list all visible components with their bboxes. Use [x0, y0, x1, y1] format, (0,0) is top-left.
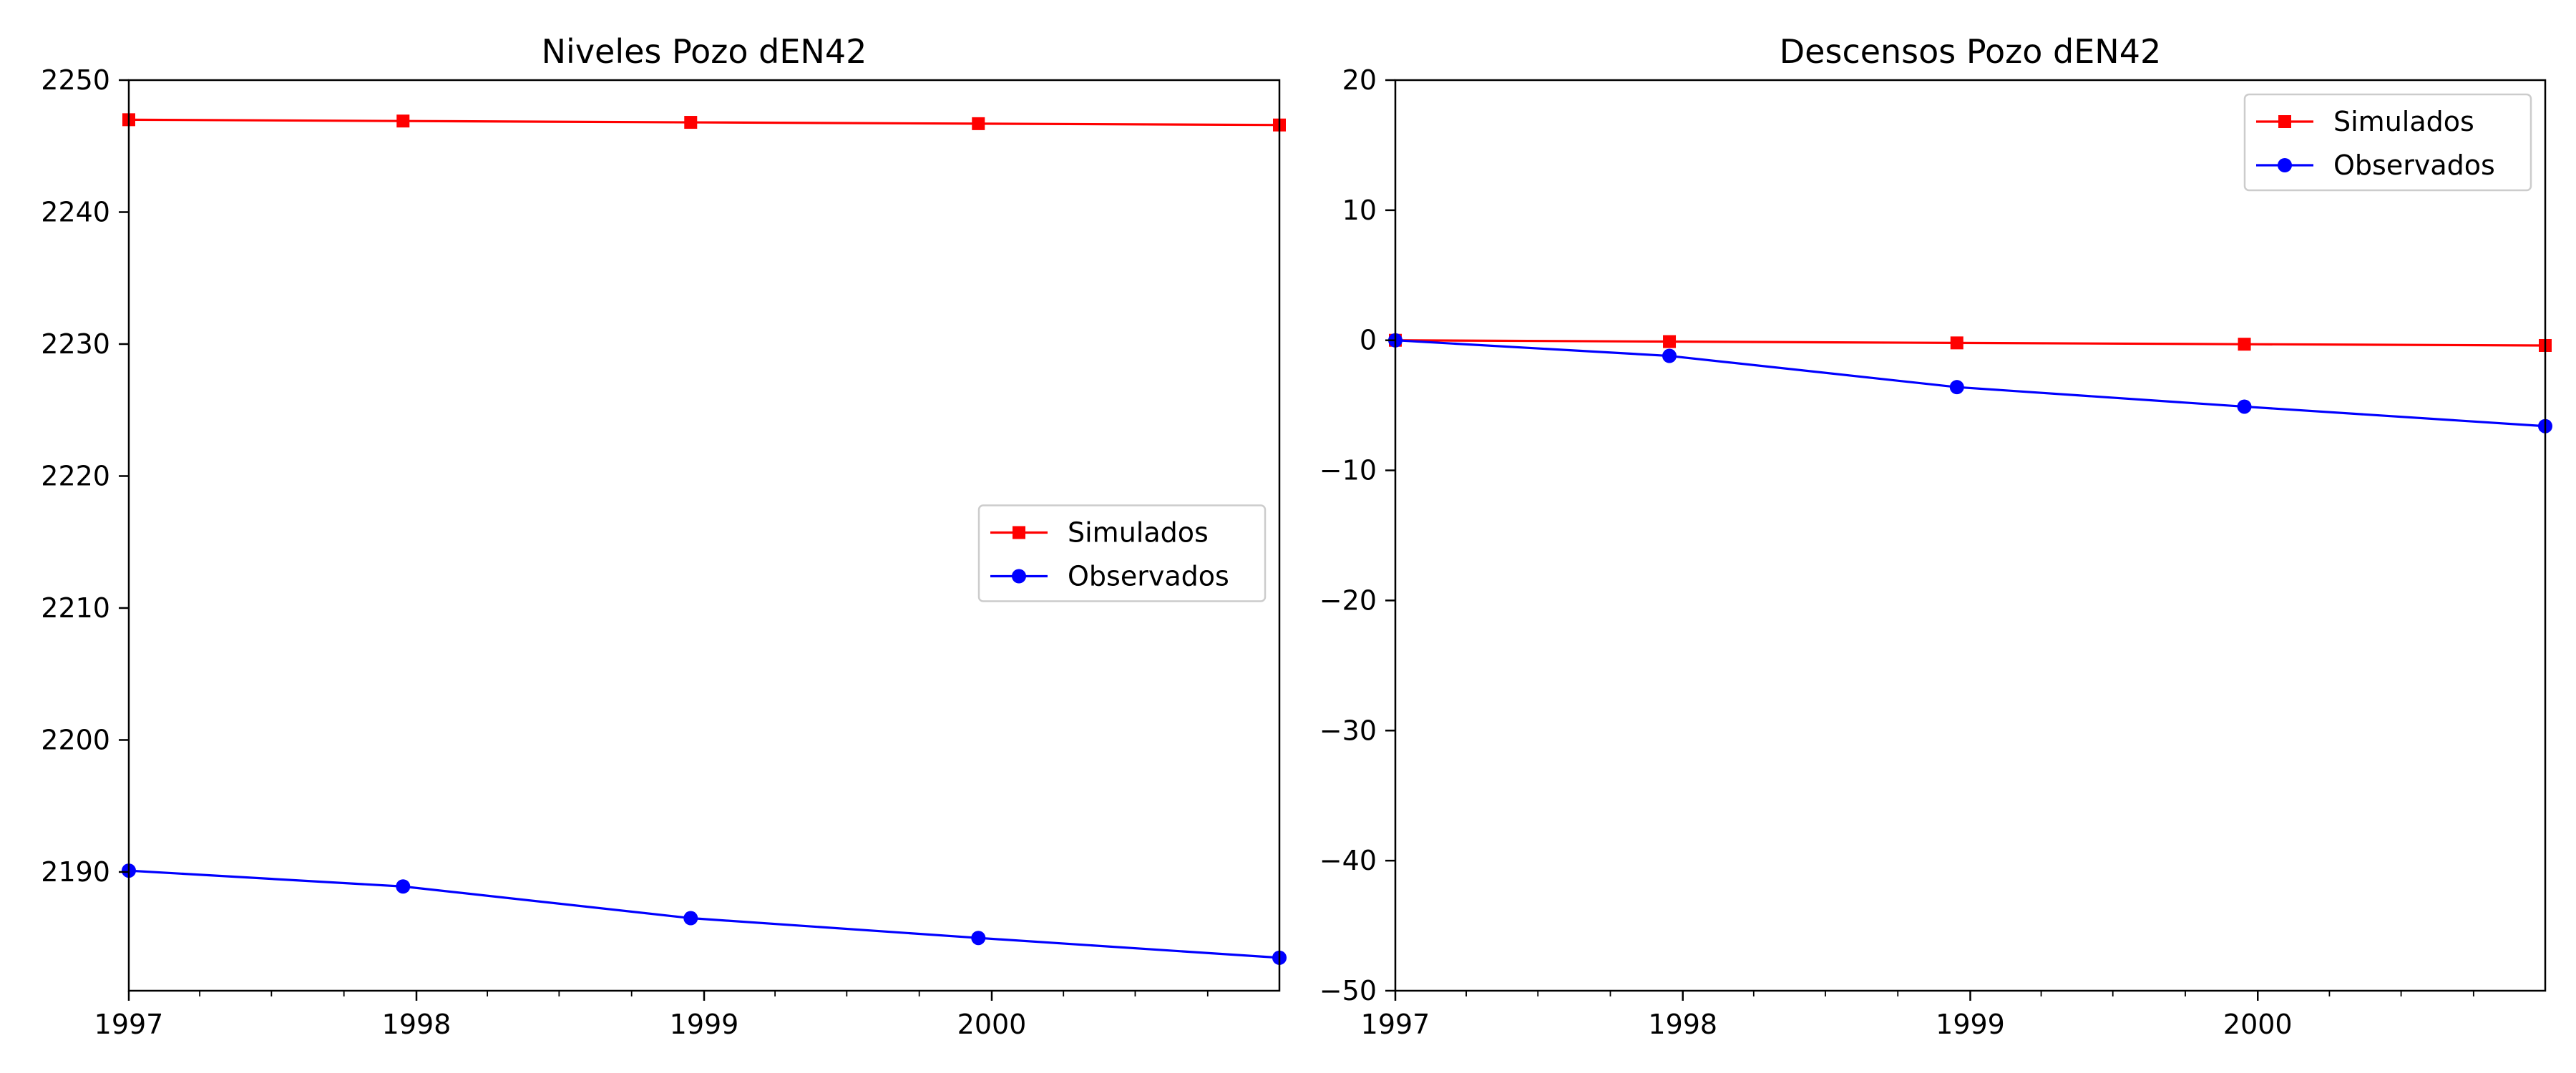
y-tick-label: 2190 [41, 856, 110, 888]
y-tick-label: −20 [1319, 584, 1377, 616]
chart-title: Niveles Pozo dEN42 [542, 32, 867, 71]
legend-marker [2278, 158, 2292, 172]
data-point [684, 116, 698, 129]
series-simulados [122, 113, 1286, 132]
legend-marker [1013, 526, 1025, 539]
y-tick-label: 20 [1342, 64, 1377, 96]
data-point [1662, 348, 1677, 363]
data-point [971, 931, 986, 946]
y-tick-label: 2210 [41, 592, 110, 624]
y-tick-label: 10 [1342, 195, 1377, 226]
y-tick-label: −50 [1319, 975, 1377, 1006]
legend-label: Simulados [2333, 106, 2474, 137]
x-tick-label: 2000 [2223, 1009, 2293, 1040]
y-tick-label: −30 [1319, 715, 1377, 746]
legend: Simulados Observados [2243, 93, 2532, 192]
x-tick-label: 2000 [957, 1009, 1027, 1040]
y-tick-label: −40 [1319, 845, 1377, 876]
data-point [396, 879, 411, 894]
y-tick-label: 2250 [41, 64, 110, 96]
chart-title: Descensos Pozo dEN42 [1780, 32, 2162, 71]
data-point [1949, 380, 1964, 395]
data-point [2238, 338, 2251, 351]
legend-label: Observados [2333, 150, 2495, 181]
legend-label: Observados [1068, 561, 1229, 592]
x-tick-label: 1999 [670, 1009, 739, 1040]
chart-1: Niveles Pozo dEN42 2190 2200 2210 2220 2230 22… [41, 32, 1287, 1040]
legend-box [2243, 93, 2532, 192]
data-point [396, 114, 410, 128]
y-tick-label: 2240 [41, 196, 110, 227]
x-tick-label: 1998 [382, 1009, 452, 1040]
y-tick-label: 2230 [41, 328, 110, 360]
x-tick-label: 1999 [1936, 1009, 2005, 1040]
legend: Simulados Observados [977, 504, 1267, 602]
y-tick-label: 2200 [41, 724, 110, 755]
legend-marker [1012, 569, 1026, 584]
x-tick-label: 1998 [1648, 1009, 1717, 1040]
data-point [1950, 336, 1963, 350]
legend-box [977, 504, 1267, 602]
chart-2: Descensos Pozo dEN42 −50 −40 −30 −20 −10 0 10 20… [1319, 32, 2552, 1040]
data-point [683, 911, 698, 926]
y-tick-label: 2220 [41, 460, 110, 491]
series-observados [1388, 333, 2552, 433]
y-tick-label: −10 [1319, 455, 1377, 486]
data-point [972, 117, 985, 130]
y-tick-label: 0 [1360, 325, 1377, 356]
x-tick-label: 1997 [1361, 1009, 1430, 1040]
legend-label: Simulados [1068, 517, 1209, 549]
x-tick-label: 1997 [94, 1009, 164, 1040]
data-point [1663, 335, 1677, 348]
data-point [2237, 399, 2252, 414]
legend-marker [2278, 115, 2291, 128]
